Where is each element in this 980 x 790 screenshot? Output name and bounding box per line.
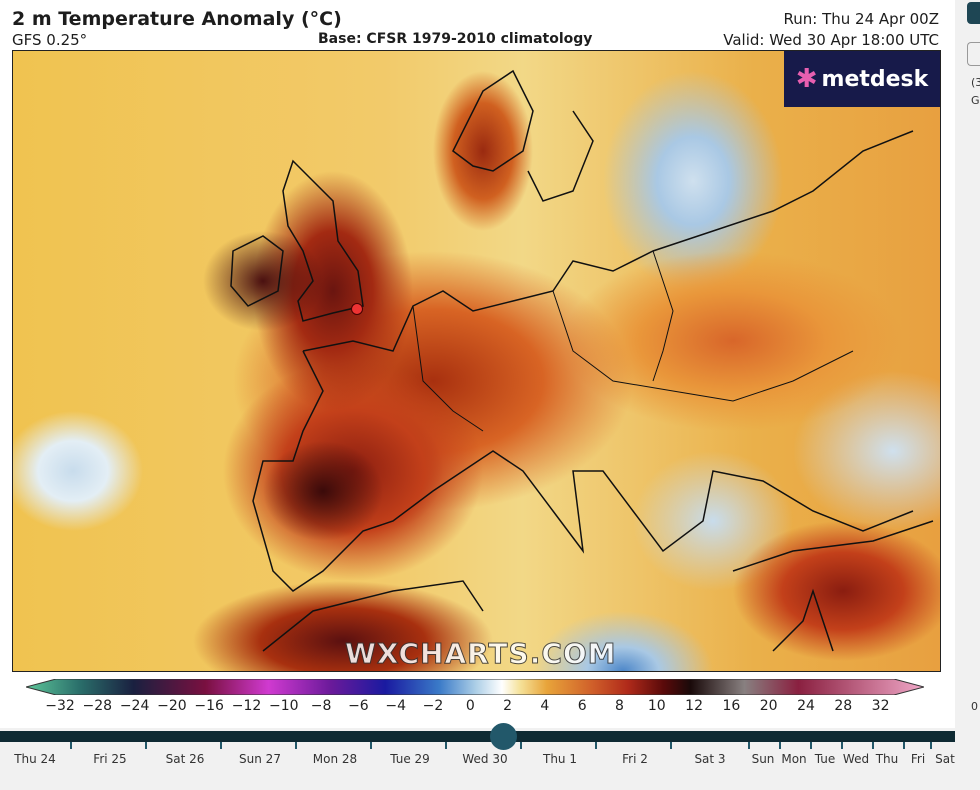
timeline-tick xyxy=(872,742,874,749)
colorbar-tick-label: −8 xyxy=(310,698,332,714)
model-label: GFS 0.25° xyxy=(12,31,88,49)
location-marker[interactable] xyxy=(351,303,363,315)
timeline-day[interactable]: Wed xyxy=(842,752,870,766)
metdesk-star-icon: ✱ xyxy=(795,64,818,94)
timeline-tick xyxy=(520,742,522,749)
timeline-day[interactable]: Sun xyxy=(751,752,775,766)
colorbar-tick-label: 12 xyxy=(685,698,704,714)
side-text: 0 xyxy=(971,700,978,713)
colorbar-tick-label: −28 xyxy=(82,698,113,714)
colorbar-tick-label: 20 xyxy=(759,698,778,714)
colorbar-tick-label: −20 xyxy=(157,698,187,714)
timeline-day[interactable]: Mon 28 xyxy=(312,752,358,766)
colorbar-tick-label: 2 xyxy=(503,698,513,714)
chart-title: 2 m Temperature Anomaly (°C) xyxy=(12,8,342,30)
colorbar xyxy=(26,679,924,695)
timeline-tick xyxy=(445,742,447,749)
colorbar-tick-label: 16 xyxy=(722,698,741,714)
timeline-tick xyxy=(779,742,781,749)
timeline-day[interactable]: Sat 26 xyxy=(165,752,205,766)
timeline-tick xyxy=(145,742,147,749)
side-button[interactable] xyxy=(967,2,980,24)
timeline-tick xyxy=(370,742,372,749)
colorbar-tick-label: −6 xyxy=(348,698,369,714)
colorbar-tick-label: 24 xyxy=(797,698,815,714)
timeline-day[interactable]: Tue 29 xyxy=(390,752,430,766)
chart-panel: 2 m Temperature Anomaly (°C) GFS 0.25° B… xyxy=(0,0,955,728)
colorbar-tick-label: 4 xyxy=(540,698,550,714)
colorbar-tick-label: −4 xyxy=(385,698,407,714)
timeline-tick xyxy=(70,742,72,749)
timeline-day[interactable]: Sat 3 xyxy=(694,752,726,766)
base-label: Base: CFSR 1979-2010 climatology xyxy=(318,31,593,47)
colorbar-tick-label: 32 xyxy=(871,698,890,714)
timeline-day[interactable]: Mon xyxy=(781,752,807,766)
colorbar-tick-label: −12 xyxy=(231,698,262,714)
timeline-day[interactable]: Tue xyxy=(814,752,836,766)
colorbar-tick-label: 0 xyxy=(465,698,475,714)
colorbar-tick-label: 6 xyxy=(577,698,587,714)
timeline-tick xyxy=(903,742,905,749)
timeline-tick xyxy=(841,742,843,749)
side-input[interactable] xyxy=(967,42,980,66)
side-text: G xyxy=(971,94,980,107)
anomaly-map: ✱ metdesk WXCHARTS.COM xyxy=(12,50,941,672)
colorbar-tick-label: −16 xyxy=(194,698,224,714)
colorbar-ticks: −32 −28 −24 −20 −16 −12 −10 −8 −6 −4 −2 0 2 4 6 8 10 12 16… xyxy=(45,698,900,716)
timeline-day[interactable]: Thu xyxy=(875,752,899,766)
timeline-day[interactable]: Wed 30 xyxy=(462,752,508,766)
colorbar-tick-label: −32 xyxy=(45,698,75,714)
colorbar-tick-label: −2 xyxy=(422,698,444,714)
timeline-day[interactable]: Thu 1 xyxy=(543,752,577,766)
timeline-tick xyxy=(810,742,812,749)
timeline-tick xyxy=(670,742,672,749)
timeline-tick xyxy=(220,742,222,749)
timeline-tick xyxy=(595,742,597,749)
timeline-day[interactable]: Fri xyxy=(910,752,926,766)
timeline-day[interactable]: Thu 24 xyxy=(14,752,56,766)
timeline-tick xyxy=(930,742,932,749)
metdesk-logo: ✱ metdesk xyxy=(784,51,940,107)
timeline-day[interactable]: Sun 27 xyxy=(239,752,281,766)
timeline-tick xyxy=(295,742,297,749)
timeline-slider-handle[interactable] xyxy=(490,723,517,750)
timeline-tick xyxy=(748,742,750,749)
coastlines xyxy=(230,69,934,652)
side-text: (3 xyxy=(971,76,980,89)
timeline-day[interactable]: Fri 25 xyxy=(93,752,127,766)
colorbar-tick-label: −24 xyxy=(119,698,150,714)
timeline-day[interactable]: Fri 2 xyxy=(622,752,648,766)
logo-text: metdesk xyxy=(821,66,929,92)
run-label: Run: Thu 24 Apr 00Z xyxy=(783,10,939,28)
colorbar-tick-label: 8 xyxy=(615,698,624,714)
valid-label: Valid: Wed 30 Apr 18:00 UTC xyxy=(723,31,939,49)
watermark: WXCHARTS.COM xyxy=(345,637,617,671)
timeline-day[interactable]: Sat xyxy=(935,752,955,766)
colorbar-tick-label: 28 xyxy=(834,698,853,714)
colorbar-tick-label: −10 xyxy=(269,698,299,714)
colorbar-tick-label: 10 xyxy=(647,698,666,714)
timeline-track[interactable] xyxy=(0,731,955,742)
